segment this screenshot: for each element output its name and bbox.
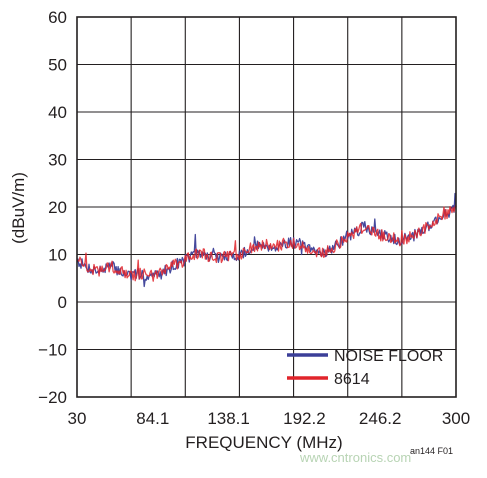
- series-layer: [76, 192, 457, 288]
- x-tick-label: 192.2: [283, 409, 326, 428]
- y-tick-label: 30: [48, 151, 67, 170]
- y-tick-label: 40: [48, 103, 67, 122]
- legend: NOISE FLOOR 8614: [287, 348, 443, 388]
- y-tick-label: −10: [38, 341, 67, 360]
- y-tick-label: −20: [38, 388, 67, 407]
- grid-layer: [77, 17, 456, 397]
- y-tick-label: 50: [48, 56, 67, 75]
- x-tick-label: 84.1: [136, 409, 169, 428]
- x-tick-label: 138.1: [207, 409, 250, 428]
- watermark: www.cntronics.com: [299, 450, 411, 465]
- plot-frame: [76, 16, 457, 398]
- x-tick-label: 300: [442, 409, 470, 428]
- y-tick-label: 20: [48, 198, 67, 217]
- y-tick-label: 0: [58, 293, 67, 312]
- y-axis-title: (dBuV/m): [9, 172, 28, 244]
- y-tick-label: 10: [48, 246, 67, 265]
- series-line-8614: [76, 204, 457, 282]
- y-tick-label: 60: [48, 8, 67, 27]
- legend-label-noise-floor: NOISE FLOOR: [334, 348, 443, 365]
- x-tick-label: 30: [68, 409, 87, 428]
- figure-id: an144 F01: [410, 446, 453, 456]
- x-tick-label: 246.2: [359, 409, 402, 428]
- x-axis-title: FREQUENCY (MHz): [185, 433, 342, 452]
- legend-label-8614: 8614: [334, 371, 370, 388]
